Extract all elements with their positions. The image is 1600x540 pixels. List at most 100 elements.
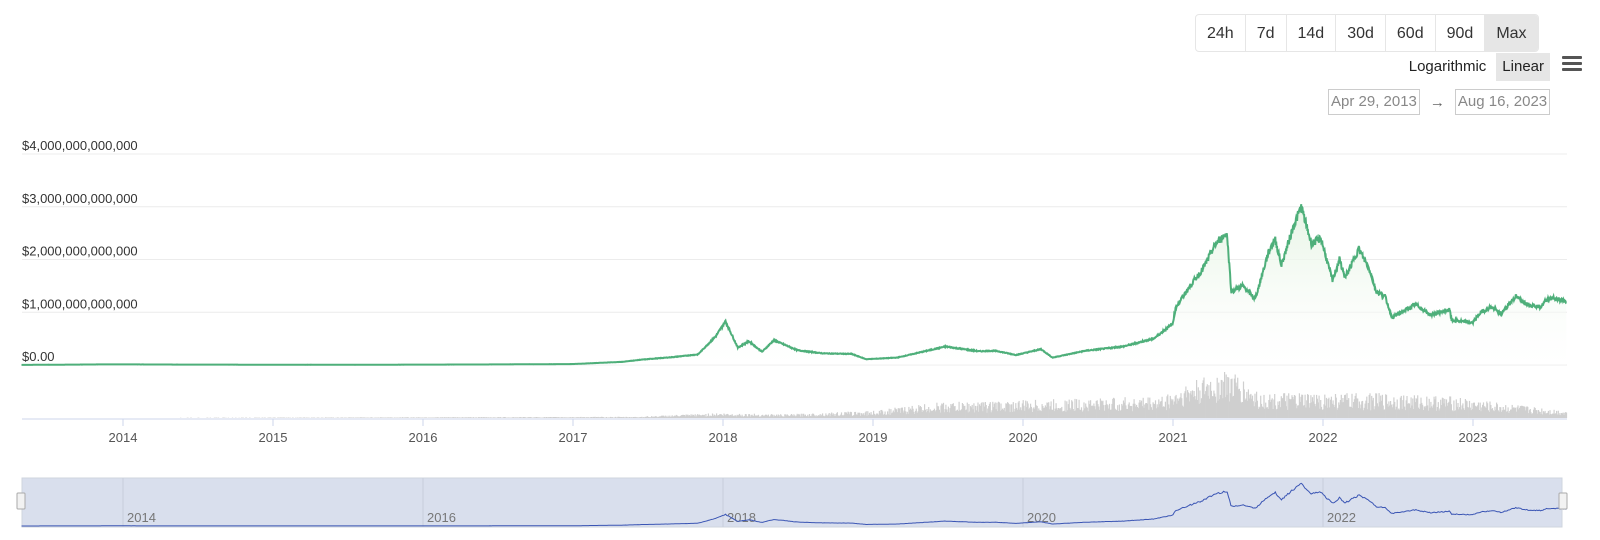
volume-bar <box>496 417 498 418</box>
volume-bar <box>806 416 808 418</box>
volume-bar <box>1027 403 1029 418</box>
volume-bar <box>1107 405 1109 418</box>
volume-bar <box>1092 406 1094 418</box>
range-14d[interactable]: 14d <box>1287 15 1337 51</box>
volume-bar <box>670 417 672 418</box>
volume-bar <box>1473 402 1475 418</box>
volume-bar <box>1354 395 1356 418</box>
volume-bar <box>951 404 954 418</box>
volume-bar <box>915 408 917 418</box>
volume-bar <box>685 414 687 418</box>
volume-bar <box>994 402 996 418</box>
volume-bar <box>1218 382 1220 418</box>
range-90d[interactable]: 90d <box>1436 15 1486 51</box>
volume-bar <box>1537 413 1539 418</box>
volume-bar <box>1245 398 1247 418</box>
volume-bar <box>1454 410 1456 418</box>
volume-bar <box>468 417 470 418</box>
volume-bar <box>1124 397 1126 418</box>
volume-bar <box>1153 403 1155 418</box>
volume-bar <box>983 402 985 418</box>
volume-bar <box>1444 398 1446 418</box>
volume-bar <box>1561 413 1563 418</box>
volume-bar <box>993 403 995 418</box>
volume-bar <box>656 416 658 418</box>
volume-bar <box>1456 406 1458 418</box>
volume-bar <box>1360 404 1362 418</box>
volume-bar <box>1071 401 1074 418</box>
volume-bar <box>628 417 630 418</box>
volume-bar <box>1481 407 1483 418</box>
volume-bar <box>1459 398 1461 418</box>
volume-bar <box>1170 398 1172 418</box>
range-24h[interactable]: 24h <box>1196 15 1246 51</box>
scale-logarithmic[interactable]: Logarithmic <box>1408 58 1487 75</box>
volume-bar <box>781 416 783 418</box>
hamburger-menu-icon[interactable] <box>1556 53 1588 81</box>
range-30d[interactable]: 30d <box>1336 15 1386 51</box>
volume-bar <box>611 417 613 418</box>
x-tick-label: 2017 <box>559 430 588 445</box>
volume-bar <box>1187 390 1189 418</box>
volume-bar <box>1176 403 1178 418</box>
volume-bar <box>719 414 721 418</box>
volume-bar <box>1265 407 1268 418</box>
volume-bar <box>744 414 746 418</box>
date-from-input[interactable]: Apr 29, 2013 <box>1328 89 1420 115</box>
volume-bar <box>868 414 870 418</box>
volume-bar <box>1113 398 1115 418</box>
volume-bar <box>1450 404 1452 418</box>
volume-bar <box>799 414 801 418</box>
volume-bar <box>1408 403 1410 418</box>
volume-bar <box>1383 409 1385 418</box>
volume-bar <box>1421 402 1423 418</box>
volume-bar <box>1348 406 1351 418</box>
volume-bar <box>1187 392 1189 418</box>
volume-bar <box>1401 408 1403 418</box>
volume-bar <box>897 408 899 418</box>
volume-bar <box>799 416 801 418</box>
volume-bar <box>1437 402 1439 418</box>
range-7d[interactable]: 7d <box>1246 15 1287 51</box>
volume-bar <box>1184 391 1186 418</box>
volume-bar <box>678 416 680 418</box>
volume-bar <box>1457 403 1459 418</box>
volume-bar <box>1208 385 1210 418</box>
volume-bar <box>653 417 655 418</box>
volume-bar <box>979 404 981 418</box>
volume-bar <box>1332 400 1334 418</box>
volume-bar <box>987 408 989 418</box>
volume-bar <box>450 417 452 418</box>
volume-bar <box>687 414 689 418</box>
volume-bar <box>1468 407 1470 418</box>
volume-bar <box>383 417 385 418</box>
scale-linear[interactable]: Linear <box>1496 53 1550 81</box>
volume-bar <box>1352 407 1354 418</box>
volume-bar <box>878 410 880 418</box>
range-60d[interactable]: 60d <box>1386 15 1436 51</box>
volume-bar <box>757 415 759 418</box>
volume-bar <box>572 417 574 418</box>
volume-bar <box>568 417 571 418</box>
date-to-input[interactable]: Aug 16, 2023 <box>1454 89 1551 115</box>
volume-bar <box>1445 399 1448 418</box>
volume-bar <box>1325 397 1328 418</box>
volume-bar <box>1422 404 1424 418</box>
navigator-handle-left[interactable] <box>16 492 26 510</box>
volume-bar <box>1135 406 1137 418</box>
navigator-handle-right[interactable] <box>1558 492 1568 510</box>
volume-bar <box>439 417 441 418</box>
volume-bar <box>1283 393 1285 418</box>
volume-bar <box>1434 399 1436 418</box>
volume-bar <box>978 411 980 418</box>
volume-bar <box>1104 410 1106 418</box>
volume-bar <box>1347 400 1349 418</box>
x-tick-label: 2016 <box>409 430 438 445</box>
volume-bar <box>655 416 657 418</box>
volume-bar <box>1417 407 1420 418</box>
volume-bar <box>1037 410 1039 418</box>
volume-bar <box>1021 403 1023 418</box>
range-max[interactable]: Max <box>1485 15 1538 51</box>
volume-bar <box>504 417 506 418</box>
volume-bar <box>1359 408 1361 418</box>
